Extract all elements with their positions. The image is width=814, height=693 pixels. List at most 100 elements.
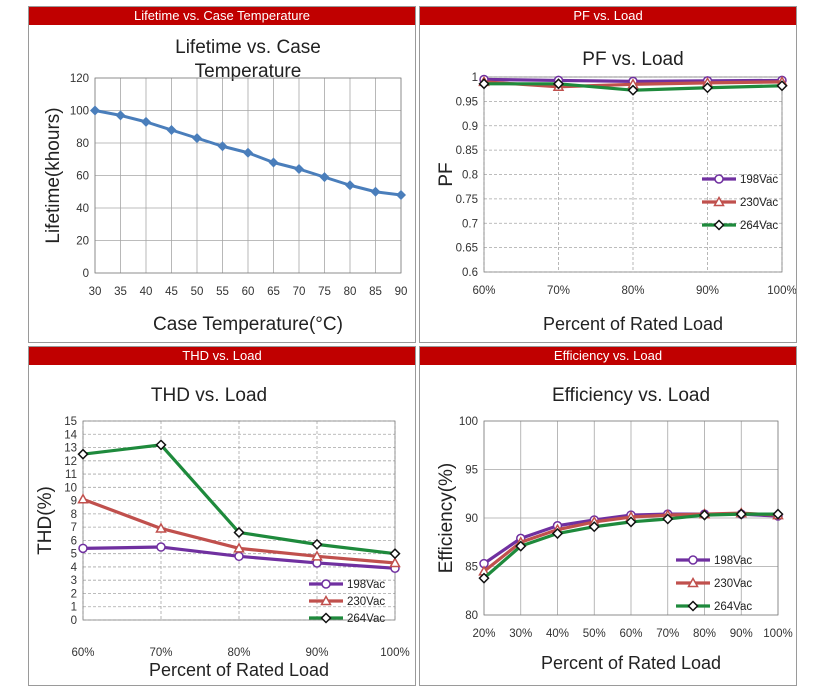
y-tick-label: 0.8 bbox=[462, 170, 478, 182]
y-axis-label: Lifetime(khours) bbox=[43, 107, 64, 243]
data-point bbox=[698, 509, 711, 521]
y-axis-label: Efficiency(%) bbox=[436, 463, 457, 574]
x-tick-label: 50 bbox=[191, 286, 204, 298]
data-point bbox=[311, 550, 323, 561]
series-264vac bbox=[77, 439, 401, 560]
plot-grid bbox=[483, 76, 783, 273]
data-point bbox=[311, 538, 323, 550]
y-tick-label: 60 bbox=[76, 171, 89, 183]
data-point bbox=[166, 125, 177, 135]
x-tick-label: 60% bbox=[71, 647, 94, 659]
data-point bbox=[115, 110, 126, 121]
y-tick-label: 0.85 bbox=[456, 145, 478, 157]
y-tick-label: 11 bbox=[65, 469, 77, 481]
legend-label: 230Vac bbox=[740, 197, 778, 209]
x-tick-label: 80% bbox=[693, 628, 716, 640]
legend-swatch-marker bbox=[320, 594, 332, 606]
y-tick-label: 100 bbox=[70, 106, 89, 118]
legend-label: 264Vac bbox=[740, 220, 778, 232]
y-tick-label: 0.6 bbox=[462, 267, 478, 279]
x-tick-label: 100% bbox=[380, 647, 409, 659]
x-tick-label: 40 bbox=[140, 286, 153, 298]
chart-title-line: Temperature bbox=[195, 61, 302, 82]
plot-grid bbox=[94, 77, 402, 274]
x-tick-label: 75 bbox=[318, 286, 331, 298]
y-tick-label: 9 bbox=[71, 496, 77, 508]
y-tick-label: 20 bbox=[76, 236, 89, 248]
x-tick-label: 55 bbox=[216, 286, 229, 298]
data-point bbox=[701, 82, 714, 94]
x-tick-label: 90% bbox=[305, 647, 328, 659]
x-tick-label: 70% bbox=[656, 628, 679, 640]
legend-label: 198Vac bbox=[714, 555, 752, 567]
legend-swatch-marker bbox=[687, 576, 699, 588]
y-axis-label: PF bbox=[436, 162, 457, 186]
data-point bbox=[268, 157, 279, 168]
x-tick-label: 80 bbox=[344, 286, 357, 298]
data-point bbox=[243, 147, 253, 158]
data-point bbox=[396, 190, 406, 200]
efficiency-chart: Efficiency vs. Load 80 85 90 95 100 20% 30% 40% 5… bbox=[436, 385, 793, 673]
lifetime-chart: Lifetime vs. Case Temperature 0 20 40 60 80 100… bbox=[43, 37, 408, 335]
y-tick-label: 100 bbox=[459, 416, 478, 428]
x-tick-label: 60 bbox=[242, 286, 255, 298]
x-tick-label: 45 bbox=[165, 286, 178, 298]
data-point bbox=[234, 551, 244, 562]
data-point bbox=[77, 493, 89, 504]
y-tick-label: 1 bbox=[71, 602, 77, 614]
data-point bbox=[478, 78, 490, 90]
x-tick-label: 90% bbox=[696, 285, 719, 297]
x-tick-label: 35 bbox=[114, 286, 127, 298]
x-tick-label: 60% bbox=[472, 285, 495, 297]
y-tick-label: 0.65 bbox=[456, 243, 478, 255]
x-tick-label: 100% bbox=[763, 628, 792, 640]
data-point bbox=[141, 116, 151, 127]
x-tick-label: 65 bbox=[267, 286, 280, 298]
data-point bbox=[319, 172, 330, 183]
legend-swatch-marker bbox=[688, 555, 698, 565]
data-point bbox=[515, 540, 527, 552]
y-tick-label: 85 bbox=[465, 562, 478, 574]
y-tick-label: 5 bbox=[71, 549, 77, 561]
y-tick-label: 3 bbox=[71, 575, 77, 587]
x-tick-label: 30 bbox=[89, 286, 102, 298]
x-tick-label: 40% bbox=[546, 628, 569, 640]
x-tick-label: 90% bbox=[730, 628, 753, 640]
y-tick-label: 90 bbox=[465, 513, 478, 525]
x-tick-label: 60% bbox=[619, 628, 642, 640]
y-tick-label: 14 bbox=[64, 429, 77, 441]
data-point bbox=[370, 186, 381, 197]
pf-chart: PF vs. Load 0.6 0.65 0.7 0.75 0.8 0.85 0.9 0.95 1… bbox=[436, 49, 796, 334]
legend-swatch-marker bbox=[713, 195, 725, 207]
data-point bbox=[735, 508, 747, 520]
efficiency-chart-panel: Efficiency vs. Load Efficiency vs. Load 8… bbox=[419, 346, 797, 686]
legend-swatch-marker bbox=[714, 174, 724, 184]
legend-swatch-marker bbox=[713, 219, 725, 231]
legend: 198Vac 230Vac 264Vac bbox=[676, 555, 752, 613]
data-point bbox=[192, 133, 202, 144]
data-point bbox=[478, 572, 490, 584]
efficiency-chart-header: Efficiency vs. Load bbox=[420, 347, 796, 365]
data-point bbox=[389, 548, 401, 560]
y-tick-label: 6 bbox=[71, 535, 77, 547]
data-point bbox=[776, 80, 788, 92]
data-point bbox=[772, 508, 784, 520]
legend-swatch-marker bbox=[320, 612, 332, 624]
data-point bbox=[345, 180, 355, 191]
legend: 198Vac 230Vac 264Vac bbox=[702, 174, 778, 232]
y-tick-label: 80 bbox=[76, 138, 89, 150]
legend-swatch-marker bbox=[321, 579, 331, 589]
thd-chart-header: THD vs. Load bbox=[29, 347, 415, 365]
x-axis-label: Percent of Rated Load bbox=[543, 314, 723, 334]
y-tick-label: 10 bbox=[64, 482, 77, 494]
series-264vac bbox=[478, 78, 788, 96]
x-tick-label: 100% bbox=[767, 285, 796, 297]
data-point bbox=[233, 542, 245, 553]
data-point bbox=[389, 556, 401, 568]
legend-label: 198Vac bbox=[347, 579, 385, 591]
chart-title-line: PF vs. Load bbox=[582, 49, 683, 70]
x-tick-label: 90 bbox=[395, 286, 408, 298]
x-tick-label: 50% bbox=[583, 628, 606, 640]
lifetime-chart-panel: Lifetime vs. Case Temperature Lifetime v… bbox=[28, 6, 416, 343]
y-tick-label: 1 bbox=[472, 72, 478, 84]
